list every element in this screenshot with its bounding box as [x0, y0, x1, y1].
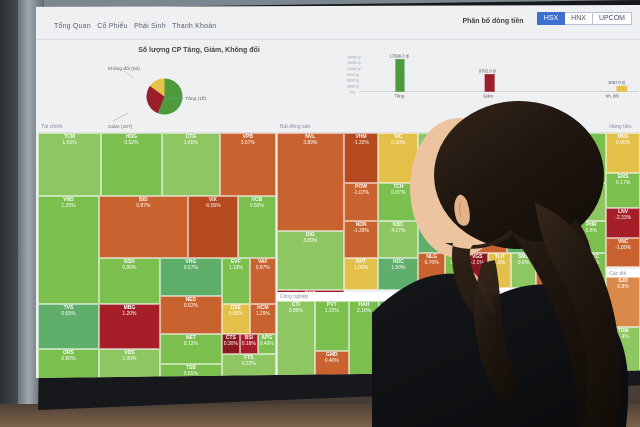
svg-text:6000 tỷ: 6000 tỷ — [347, 79, 359, 83]
svg-text:Tăng (1ff): Tăng (1ff) — [185, 96, 206, 102]
svg-text:18000 tỷ: 18000 tỷ — [347, 55, 361, 59]
svg-text:0 tỷ: 0 tỷ — [350, 90, 356, 94]
svg-text:9782.0 tỷ: 9782.0 tỷ — [479, 68, 497, 73]
svg-text:15000 tỷ: 15000 tỷ — [347, 61, 361, 65]
svg-text:12000 tỷ: 12000 tỷ — [347, 67, 361, 71]
svg-text:Kh. đổi: Kh. đổi — [606, 94, 619, 99]
svg-text:3097.0 tỷ: 3097.0 tỷ — [608, 80, 626, 85]
svg-text:9000 tỷ: 9000 tỷ — [347, 73, 359, 77]
svg-text:Không đổi (62): Không đổi (62) — [108, 66, 140, 72]
svg-text:17999.3 tỷ: 17999.3 tỷ — [390, 53, 410, 58]
svg-text:Tăng: Tăng — [395, 94, 405, 99]
svg-text:3000 tỷ: 3000 tỷ — [347, 85, 359, 89]
svg-text:Giảm: Giảm — [483, 94, 493, 99]
